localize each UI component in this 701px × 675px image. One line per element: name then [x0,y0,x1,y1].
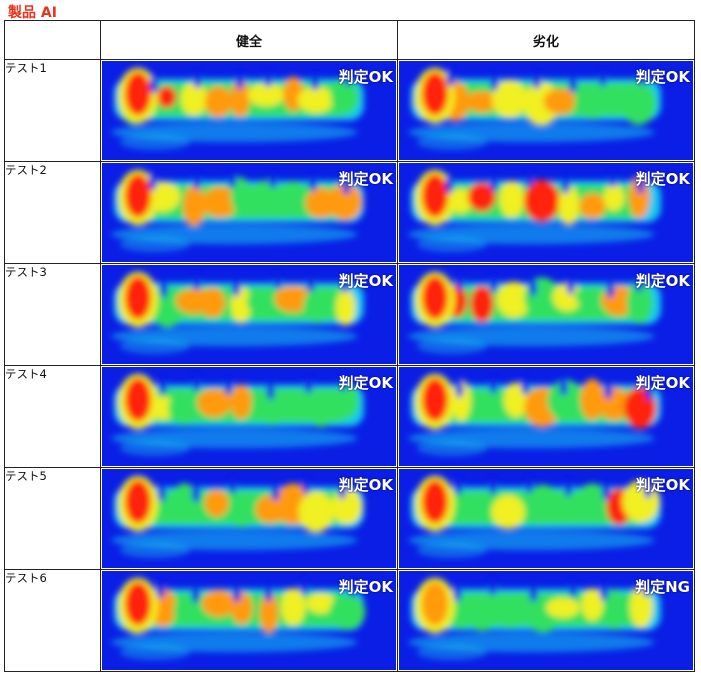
header-row: 健全 劣化 [4,20,695,60]
verdict-label: 判定OK [635,374,690,392]
corner-cell [4,20,101,60]
scalogram-cell-healthy: 判定OK [100,467,398,570]
scalogram-image [102,571,396,670]
table-row: テスト3 判定OK 判定OK [4,263,695,366]
row-label: テスト1 [4,59,101,162]
scalogram-cell-degraded: 判定OK [397,365,695,468]
results-table: 健全 劣化 テスト1 判定OK 判定OK テスト2 判定OK 判定OK テスト3 判定OK 判定… [4,20,695,672]
verdict-label: 判定OK [338,374,393,392]
row-label: テスト3 [4,263,101,366]
verdict-label: 判定OK [338,170,393,188]
scalogram-cell-healthy: 判定OK [100,263,398,366]
column-header-degraded: 劣化 [397,20,695,60]
table-row: テスト6 判定OK 判定NG [4,569,695,672]
verdict-label: 判定OK [635,272,690,290]
scalogram-cell-degraded: 判定OK [397,161,695,264]
table-row: テスト1 判定OK 判定OK [4,59,695,162]
scalogram-cell-healthy: 判定OK [100,365,398,468]
row-label: テスト5 [4,467,101,570]
scalogram-image [399,163,693,262]
scalogram-image [399,367,693,466]
scalogram-image [102,469,396,568]
scalogram-cell-healthy: 判定OK [100,569,398,672]
verdict-label: 判定OK [338,68,393,86]
verdict-label: 判定OK [635,170,690,188]
scalogram-image [399,571,693,670]
verdict-label: 判定OK [338,578,393,596]
verdict-label: 判定OK [635,68,690,86]
scalogram-image [102,265,396,364]
scalogram-image [399,61,693,160]
scalogram-cell-healthy: 判定OK [100,161,398,264]
scalogram-image [102,367,396,466]
page-title: 製品 AI [8,5,57,21]
row-label: テスト6 [4,569,101,672]
row-label: テスト2 [4,161,101,264]
scalogram-image [399,469,693,568]
scalogram-image [102,61,396,160]
scalogram-cell-healthy: 判定OK [100,59,398,162]
table-row: テスト5 判定OK 判定OK [4,467,695,570]
scalogram-cell-degraded: 判定OK [397,263,695,366]
verdict-label: 判定NG [635,578,690,596]
scalogram-cell-degraded: 判定OK [397,59,695,162]
scalogram-cell-degraded: 判定NG [397,569,695,672]
column-header-healthy: 健全 [100,20,398,60]
verdict-label: 判定OK [338,272,393,290]
verdict-label: 判定OK [338,476,393,494]
row-label: テスト4 [4,365,101,468]
scalogram-image [102,163,396,262]
table-row: テスト2 判定OK 判定OK [4,161,695,264]
table-row: テスト4 判定OK 判定OK [4,365,695,468]
verdict-label: 判定OK [635,476,690,494]
scalogram-cell-degraded: 判定OK [397,467,695,570]
scalogram-image [399,265,693,364]
